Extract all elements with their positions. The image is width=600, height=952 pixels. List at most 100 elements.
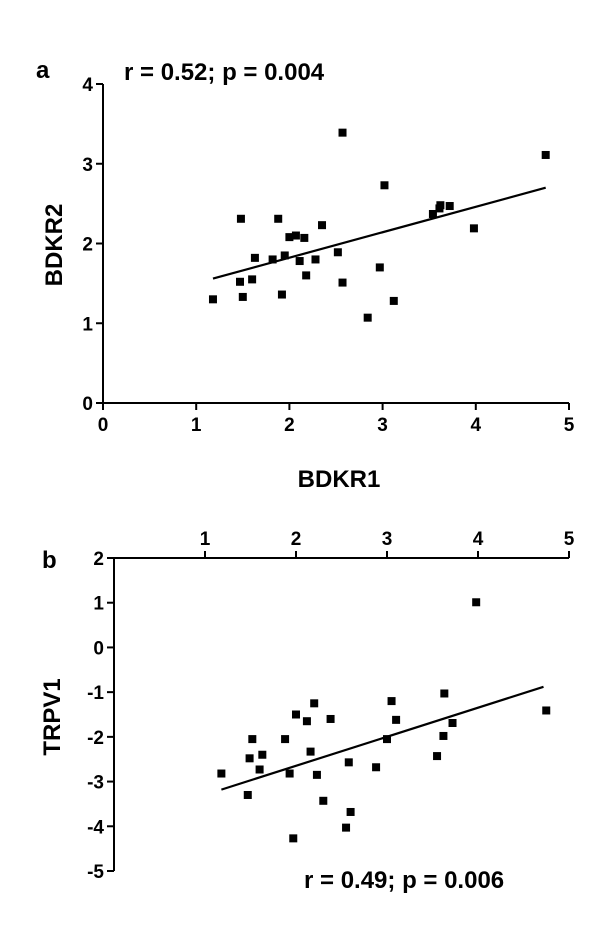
panel-a-bdkr2-vs-bdkr1: a r = 0.52; p = 0.004 BDKR1 BDKR2 0 1 2 3 4 5…: [36, 57, 575, 493]
panel-b-data-point: [302, 717, 311, 726]
panel-a-data-point: [274, 214, 283, 223]
panel-b-data-point: [383, 735, 391, 744]
panel-b-data-point: [245, 754, 254, 763]
panel-b-y-tick-label: -3: [87, 773, 104, 794]
panel-b-y-axis-title: TRPV1: [39, 678, 66, 755]
panel-a-data-point: [291, 231, 300, 240]
panel-a-data-point: [445, 202, 454, 211]
panel-b-data-point: [319, 796, 328, 805]
panel-a-data-point: [333, 248, 342, 257]
panel-b-data-point: [312, 770, 321, 779]
panel-a-data-point: [250, 253, 259, 262]
panel-a-data-point: [375, 263, 384, 272]
panel-b-x-tick-label: 2: [291, 529, 302, 550]
panel-a-data-point: [311, 255, 320, 264]
panel-a-letter: a: [36, 57, 50, 84]
panel-a-x-tick-label: 4: [471, 415, 482, 436]
panel-b-data-point: [289, 834, 298, 843]
panel-b-data-point: [542, 706, 551, 715]
panel-b-letter: b: [42, 547, 57, 574]
panel-b-data-point: [258, 750, 267, 759]
panel-b-axes: 1 2 3 4 5 -5 -4 -3 -2 -1 0 1 2: [87, 529, 575, 883]
panel-b-y-tick-label: 1: [93, 594, 104, 615]
panel-b-data-point: [439, 731, 448, 740]
panel-a-data-point: [541, 150, 550, 159]
panel-b-data-point: [346, 807, 355, 816]
panel-a-correlation-annotation: r = 0.52; p = 0.004: [124, 59, 325, 86]
panel-a-data-point: [428, 209, 437, 218]
panel-a-data-point: [338, 278, 347, 287]
panel-a-data-point: [380, 181, 389, 190]
panel-a-x-tick-label: 2: [284, 415, 295, 436]
panel-a-y-tick-label: 3: [82, 155, 93, 176]
panel-a-x-tick-label: 1: [191, 415, 202, 436]
panel-a-data-point: [295, 257, 304, 266]
panel-b-y-tick-label: -1: [87, 683, 104, 704]
panel-a-data-point: [208, 295, 217, 304]
panel-a-data-point: [363, 313, 372, 322]
panel-b-data-point: [372, 763, 381, 772]
panel-a-data-point: [469, 224, 478, 233]
panel-a-data-point: [389, 296, 398, 305]
panel-b-data-point: [255, 765, 264, 774]
panel-a-data-point: [302, 271, 311, 280]
panel-a-fit: [212, 186, 546, 280]
panel-b-points: [217, 598, 551, 843]
panel-a-axes: 0 1 2 3 4 5 0 1 2 3 4: [82, 75, 574, 436]
panel-b-y-tick-label: -2: [87, 728, 104, 749]
panel-a-data-point: [277, 290, 286, 299]
panel-a-regression-line: [212, 186, 546, 280]
panel-a-y-tick-label: 0: [82, 394, 93, 415]
panel-b-data-point: [248, 735, 257, 744]
panel-b-x-tick-label: 3: [382, 529, 393, 550]
panel-b-data-point: [387, 697, 396, 706]
panel-a-data-point: [300, 233, 309, 242]
panel-a-data-point: [436, 201, 445, 210]
panel-a-y-tick-label: 2: [82, 235, 93, 256]
panel-b-data-point: [472, 598, 481, 607]
panel-b-data-point: [448, 718, 457, 727]
panel-b-x-tick-label: 5: [564, 529, 575, 550]
panel-b-data-point: [433, 752, 442, 761]
panel-a-data-point: [236, 277, 245, 286]
panel-b-data-point: [281, 735, 290, 744]
panel-b-data-point: [342, 823, 351, 832]
panel-b-data-point: [285, 769, 294, 778]
panel-b-data-point: [243, 790, 252, 799]
panel-a-x-axis-title: BDKR1: [298, 466, 381, 493]
panel-a-data-point: [238, 292, 247, 301]
panel-a-data-point: [280, 251, 289, 260]
panel-b-data-point: [392, 715, 401, 724]
panel-a-data-point: [338, 128, 347, 137]
panel-a-y-tick-label: 4: [82, 75, 93, 96]
panel-b-y-tick-label: 2: [93, 549, 104, 570]
panel-b-y-tick-label: 0: [93, 638, 104, 659]
panel-b-data-point: [326, 714, 335, 723]
panel-a-data-point: [236, 214, 245, 223]
panel-a-y-axis-title: BDKR2: [41, 204, 68, 287]
panel-b-x-tick-label: 1: [200, 529, 211, 550]
panel-a-data-point: [248, 275, 257, 284]
panel-a-x-tick-label: 0: [98, 415, 109, 436]
panel-b-regression-line: [221, 685, 544, 791]
panel-a-data-point: [268, 255, 277, 264]
panel-a-y-tick-label: 1: [82, 314, 93, 335]
panel-b-correlation-annotation: r = 0.49; p = 0.006: [304, 867, 504, 894]
panel-b-trpv1-vs-bdkr1: b r = 0.49; p = 0.006 TRPV1 1 2 3 4 5 -5 -4 -3 -…: [39, 529, 575, 894]
panel-b-fit: [221, 685, 544, 791]
panel-b-y-tick-label: -5: [87, 862, 104, 883]
panel-b-data-point: [217, 769, 226, 778]
panel-b-data-point: [440, 689, 449, 698]
panel-a-x-tick-label: 3: [377, 415, 388, 436]
panel-b-data-point: [292, 710, 300, 719]
panel-a-points: [208, 128, 550, 322]
panel-b-x-tick-label: 4: [473, 529, 484, 550]
panel-b-data-point: [310, 699, 319, 708]
panel-b-data-point: [344, 758, 353, 767]
panel-a-data-point: [285, 233, 294, 242]
panel-b-y-tick-label: -4: [87, 817, 104, 838]
panel-a-data-point: [318, 221, 327, 230]
panel-b-data-point: [306, 747, 315, 756]
